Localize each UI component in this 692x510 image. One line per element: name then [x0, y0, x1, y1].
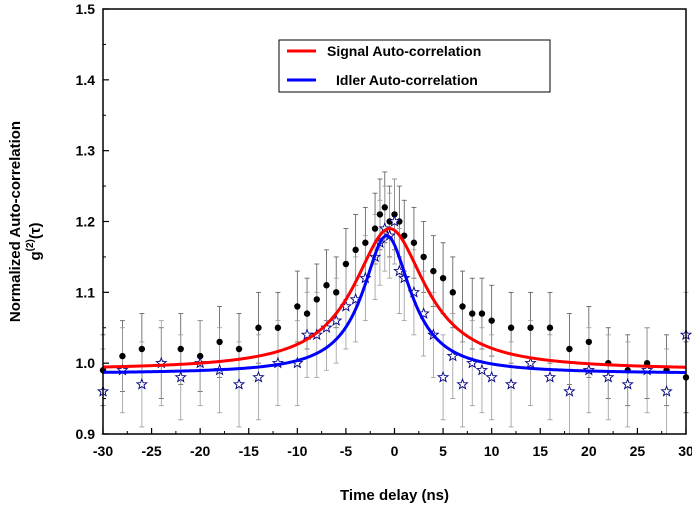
signal-point	[488, 317, 495, 324]
y-tick-label: 1.4	[76, 72, 96, 88]
signal-point	[362, 239, 369, 246]
x-tick-label: 10	[484, 443, 500, 459]
y-symbol-base: g	[27, 251, 44, 260]
x-tick-label: -20	[190, 443, 210, 459]
signal-point	[138, 345, 146, 353]
y-tick-label: 1.5	[76, 1, 96, 17]
signal-point	[119, 352, 126, 360]
signal-point	[323, 282, 330, 289]
signal-point	[255, 324, 262, 331]
signal-point	[507, 324, 515, 331]
idler-point	[660, 385, 673, 397]
signal-point	[216, 338, 223, 346]
idler-point	[174, 370, 187, 383]
signal-point	[381, 204, 388, 211]
idler-point	[300, 328, 314, 341]
signal-point	[371, 225, 379, 232]
idler-point	[602, 370, 615, 383]
idler-point	[563, 385, 576, 397]
x-tick-label: -5	[340, 443, 353, 459]
signal-point	[342, 260, 350, 268]
idler-point	[135, 377, 149, 390]
x-tick-label: 30	[678, 443, 692, 459]
signal-point	[566, 345, 573, 353]
y-tick-label: 1.3	[76, 143, 96, 159]
signal-point	[439, 274, 447, 282]
x-tick-label: 0	[391, 443, 399, 459]
y-symbol-arg: (τ)	[27, 222, 44, 239]
idler-point	[504, 377, 518, 390]
idler-point	[436, 370, 450, 383]
legend-box	[278, 39, 551, 93]
y-tick-label: 1.2	[76, 214, 96, 230]
signal-point	[430, 267, 437, 275]
signal-point	[585, 338, 593, 346]
y-tick-label: 1.0	[76, 355, 96, 371]
signal-point	[410, 239, 418, 246]
idler-point	[475, 363, 489, 376]
idler-point	[621, 377, 634, 390]
x-tick-label: 20	[581, 443, 597, 459]
x-tick-label: -25	[141, 443, 161, 459]
signal-fit-curve	[102, 227, 687, 369]
y-symbol-sup: (2)	[25, 239, 36, 251]
signal-point	[469, 310, 476, 317]
idler-point	[252, 370, 265, 383]
idler-point	[524, 356, 537, 369]
idler-point	[232, 377, 246, 390]
fit-curves	[102, 227, 687, 374]
signal-point	[420, 253, 427, 261]
x-tick-label: 15	[532, 443, 548, 459]
idler-point	[485, 370, 498, 383]
x-tick-label: 25	[630, 443, 646, 459]
legend-label-signal: Signal Auto-correlation	[327, 43, 481, 59]
axis-ticks	[102, 8, 687, 435]
x-axis-title: Time delay (ns)	[340, 487, 449, 504]
signal-point	[196, 352, 204, 360]
x-tick-label: -30	[93, 443, 113, 459]
signal-point	[401, 232, 408, 239]
legend: Signal Auto-correlation Idler Auto-corre…	[278, 39, 551, 93]
signal-point	[376, 211, 384, 218]
x-tick-label: 5	[439, 443, 447, 459]
signal-point	[303, 310, 311, 317]
idler-fit-curve	[102, 234, 687, 374]
signal-point	[333, 289, 340, 296]
signal-point	[449, 289, 456, 296]
y-axis-title: Normalized Auto-correlation	[7, 121, 24, 322]
y-tick-labels: 0.9 1.0 1.1 1.2 1.3 1.4 1.5	[76, 1, 96, 442]
signal-point	[527, 324, 534, 331]
signal-point	[235, 345, 243, 353]
signal-point	[313, 296, 320, 303]
signal-point	[177, 345, 184, 353]
x-tick-label: -10	[287, 443, 307, 459]
idler-point	[388, 215, 401, 227]
signal-point	[274, 324, 282, 331]
signal-point	[459, 303, 466, 310]
legend-label-idler: Idler Auto-correlation	[336, 72, 478, 88]
idler-point	[456, 377, 469, 390]
y-tick-label: 0.9	[76, 426, 96, 442]
y-axis-symbol: g(2)(τ)	[25, 222, 44, 260]
signal-point	[391, 211, 398, 218]
idler-point	[543, 370, 557, 383]
signal-point	[294, 303, 301, 310]
idler-point	[398, 271, 411, 284]
y-tick-label: 1.1	[76, 284, 96, 300]
signal-point	[478, 310, 486, 317]
signal-point	[546, 324, 554, 331]
signal-point	[352, 246, 359, 254]
x-tick-label: -15	[239, 443, 259, 459]
x-tick-labels: -30 -25 -20 -15 -10 -5 0 5 10 15 20 25 30	[93, 443, 692, 459]
